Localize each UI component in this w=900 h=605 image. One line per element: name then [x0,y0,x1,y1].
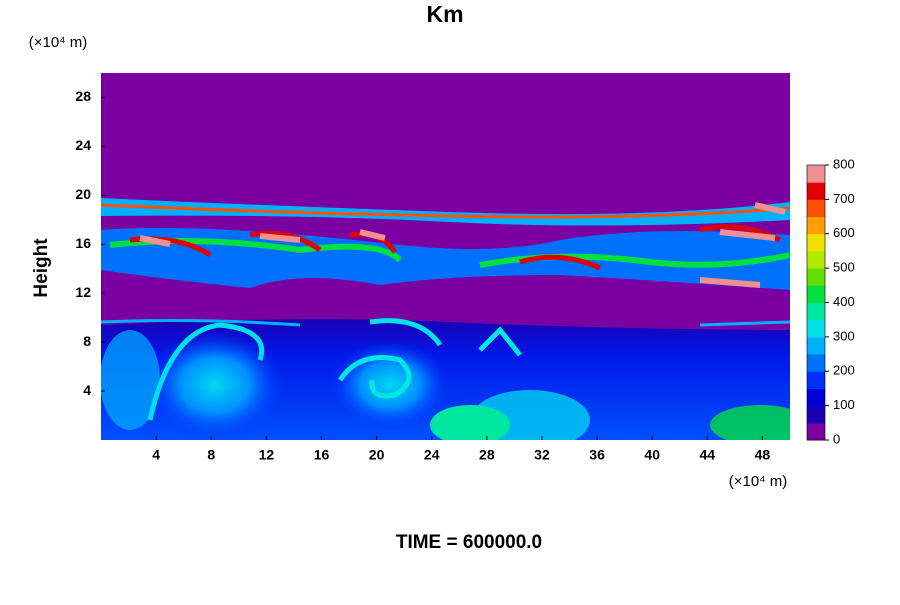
x-tick-label: 44 [700,447,716,463]
colorbar-swatch [807,285,825,303]
colorbar-swatch [807,371,825,389]
colorbar-swatch [807,199,825,218]
x-tick-label: 8 [207,447,215,463]
x-tick-label: 12 [259,447,275,463]
y-axis-label: Height [31,238,52,298]
contour-field [101,73,790,440]
x-tick-label: 48 [755,447,771,463]
colorbar-tick-label: 200 [833,363,855,378]
y-tick-label: 16 [75,235,91,251]
x-tick-label: 16 [314,447,330,463]
colorbar-swatch [807,319,825,338]
colorbar-swatch [807,388,825,407]
colorbar-swatch [807,216,825,235]
y-tick-label: 24 [75,137,91,153]
y-tick-label: 12 [75,284,91,300]
colorbar-tick-label: 100 [833,397,855,412]
x-tick-label: 40 [644,447,660,463]
chart-title: Km [426,1,463,27]
x-tick-label: 36 [589,447,605,463]
colorbar-tick-label: 600 [833,225,855,240]
colorbar-tick-label: 800 [833,156,855,171]
colorbar-swatch [807,182,825,200]
colorbar-tick-label: 400 [833,294,855,309]
colorbar-swatch [807,354,825,372]
colorbar-swatch [807,165,825,183]
y-unit-label: (×10⁴ m) [29,34,88,51]
x-tick-label: 4 [152,447,160,463]
y-tick-label: 8 [83,333,91,349]
colorbar-swatch [807,405,825,424]
x-tick-label: 24 [424,447,440,463]
colorbar-swatch [807,336,825,355]
y-tick-label: 28 [75,88,91,104]
colorbar-swatch [807,250,825,269]
colorbar-swatch [807,233,825,252]
colorbar-tick-label: 700 [833,191,855,206]
colorbar-tick-label: 500 [833,260,855,275]
colorbar-tick-label: 300 [833,328,855,343]
colorbar-swatch [807,422,825,441]
x-tick-label: 32 [534,447,550,463]
colorbar-tick-label: 0 [833,431,840,446]
y-tick-label: 4 [83,382,91,398]
colorbar-swatch [807,268,825,286]
x-tick-label: 28 [479,447,495,463]
x-tick-label: 20 [369,447,385,463]
footer: TIME = 600000.0 [396,532,542,553]
colorbar-swatch [807,302,825,321]
y-tick-label: 20 [75,186,91,202]
x-unit-label: (×10⁴ m) [729,473,788,490]
